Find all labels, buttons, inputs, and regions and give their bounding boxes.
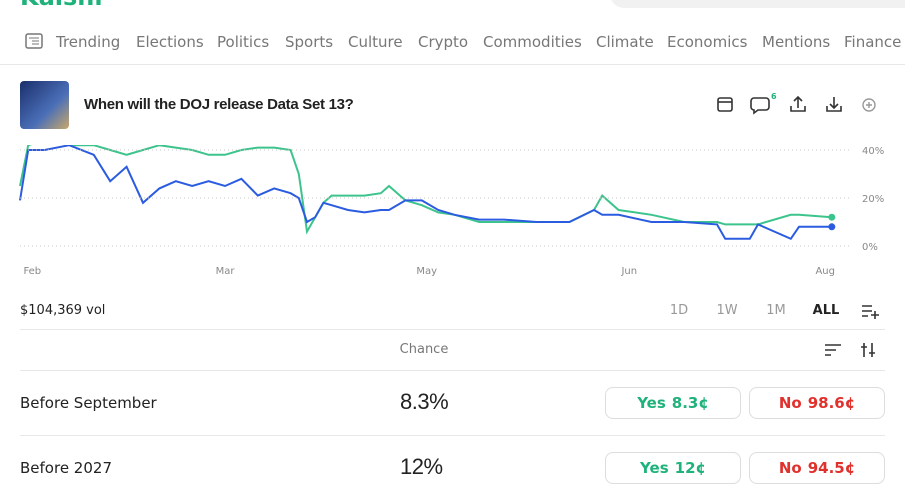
outcome-chance: 12% (400, 454, 443, 479)
no-price: 98.6¢ (807, 394, 856, 412)
series-line (19, 145, 832, 241)
x-tick-label: Jun (620, 266, 637, 277)
y-tick-label: 20% (862, 194, 884, 205)
comments-icon[interactable]: 6 (750, 92, 777, 115)
divider (0, 64, 905, 65)
series-line (19, 145, 832, 235)
range-button[interactable]: 1D (669, 303, 689, 318)
x-tick-label: Mar (216, 266, 236, 277)
download-icon[interactable] (826, 97, 842, 112)
nav-item[interactable]: Culture (348, 33, 403, 51)
nav-item[interactable]: Elections (136, 33, 204, 51)
volume: $104,369 vol (20, 303, 106, 318)
market-image (20, 81, 69, 129)
range-button[interactable]: 1W (716, 303, 738, 318)
brand-logo[interactable]: Kalshi (20, 0, 103, 11)
range-button[interactable]: 1M (766, 303, 786, 318)
nav-item[interactable]: Crypto (418, 33, 469, 51)
table-tools (825, 343, 875, 357)
nav-item[interactable]: Mentions (762, 33, 831, 51)
nav-item[interactable]: Climate (596, 33, 654, 51)
x-tick-label: Aug (815, 266, 835, 277)
toolbar: 6 (717, 92, 876, 115)
end-point (828, 213, 836, 221)
comment-count: 6 (771, 92, 777, 101)
outcome-chance: 8.3% (400, 389, 449, 414)
table-header: Chance (399, 342, 449, 357)
no-label: No (778, 459, 802, 477)
share-icon[interactable] (790, 95, 806, 112)
add-list-icon[interactable] (860, 302, 880, 320)
outcome-label: Before 2027 (20, 459, 112, 477)
end-point (828, 223, 836, 231)
range-button[interactable]: ALL (812, 303, 840, 318)
yes-label: Yes (640, 459, 669, 477)
nav-item[interactable]: Trending (56, 33, 121, 51)
nav-item[interactable]: Economics (667, 33, 748, 51)
divider (20, 435, 885, 436)
no-price: 94.5¢ (807, 459, 856, 477)
yes-price: 12¢ (674, 459, 706, 477)
search-bar[interactable] (610, 0, 905, 8)
y-tick-label: 0% (862, 242, 878, 253)
y-tick-label: 40% (862, 146, 884, 157)
x-tick-label: May (416, 266, 437, 277)
yes-label: Yes (637, 394, 666, 412)
nav-menu-icon[interactable] (25, 33, 43, 49)
price-chart: 0% 20% 40% Feb Mar May Jun Aug (19, 145, 884, 277)
calendar-icon[interactable] (717, 97, 733, 112)
no-button[interactable]: No 98.6¢ (749, 387, 885, 419)
add-icon[interactable] (862, 98, 876, 112)
nav-item[interactable]: Sports (285, 33, 334, 51)
divider (20, 370, 885, 371)
market-title: When will the DOJ release Data Set 13? (84, 96, 354, 113)
nav-item[interactable]: Politics (217, 33, 270, 51)
yes-button[interactable]: Yes 12¢ (605, 452, 741, 484)
outcome-label: Before September (20, 394, 157, 412)
divider (20, 329, 885, 330)
no-button[interactable]: No 94.5¢ (749, 452, 885, 484)
yes-price: 8.3¢ (671, 394, 709, 412)
yes-button[interactable]: Yes 8.3¢ (605, 387, 741, 419)
nav-item[interactable]: Commodities (483, 33, 582, 51)
no-label: No (778, 394, 802, 412)
filter-icon[interactable] (861, 343, 875, 357)
nav-item[interactable]: Finance (844, 33, 902, 51)
sort-icon[interactable] (825, 344, 841, 356)
plot-area (19, 145, 836, 241)
x-tick-label: Feb (23, 266, 41, 277)
